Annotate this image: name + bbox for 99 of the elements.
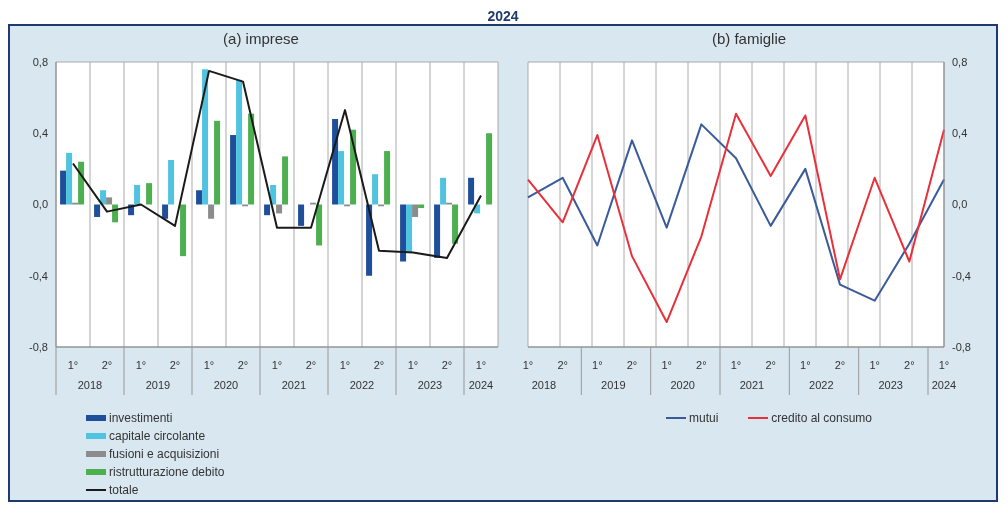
x-tick-label: 1° [339,359,351,371]
x-tick-label: 1° [730,359,742,371]
bar [248,113,255,205]
y-tick-label: 0,0 [32,198,48,211]
x-tick-label: 2° [834,359,846,371]
x-tick-label: 1° [67,359,79,371]
text: 2021 [739,379,765,391]
bar [230,135,237,205]
legend-label: totale [108,483,140,497]
bar [332,119,339,205]
text: 2024 [486,8,520,24]
bar [434,204,441,258]
text: 2024 [931,379,957,391]
bar [282,156,289,205]
bar [94,204,101,217]
x-tick-label: 1° [407,359,419,371]
text: 2020 [670,379,695,391]
legend-label: investimenti [108,411,174,425]
x-tick-label: 1° [938,359,950,371]
bar [412,204,419,217]
line-series [527,123,945,302]
text: 2020 [213,379,239,391]
text: 2023 [417,379,443,391]
text: 2022 [349,379,375,391]
legend-label: credito al consumo [770,411,873,425]
bar [214,120,221,205]
bar [146,183,153,205]
bar [406,204,413,253]
text: 2021 [281,379,307,391]
bar [78,161,85,205]
x-tick-label: 1° [869,359,880,371]
bar [366,204,373,276]
bar [208,204,215,219]
y-tick-label: -0,8 [29,340,48,353]
x-tick-label: 2° [169,359,181,371]
x-tick-label: 1° [135,359,147,371]
y-tick-label: 0,4 [32,127,48,140]
x-tick-label: 2° [305,359,317,371]
text: 0,4 [952,127,968,140]
bar [276,204,283,214]
bar [236,79,243,205]
x-tick-label: 1° [271,359,283,371]
x-tick-label: 1° [800,359,811,371]
x-tick-label: 2° [441,359,453,371]
text: 2018 [77,379,103,391]
chart-title: (a) imprese [222,30,300,49]
bar [316,204,323,246]
bar [400,204,407,262]
x-tick-label: 1° [661,359,672,371]
bar [66,152,73,205]
bar [264,204,271,216]
text: 2019 [145,379,171,391]
x-tick-label: 1° [592,359,603,371]
text: 0,8 [952,55,968,68]
y-tick-label: 0,8 [32,55,48,68]
line-series [527,112,945,324]
bar [60,170,67,205]
x-tick-label: 2° [765,359,776,371]
bar [202,69,209,205]
text: 2018 [531,379,557,391]
text: 2023 [878,379,903,391]
legend-label: capitale circolante [108,429,207,443]
bar [162,204,169,219]
legend-label: fusioni e acquisizioni [108,447,221,461]
text: -0,8 [952,340,971,353]
text: 2019 [601,379,626,391]
bar [440,177,447,205]
bar [100,190,107,205]
bar [338,151,345,205]
x-tick-label: 2° [904,359,915,371]
bar [384,151,391,205]
bar [452,204,459,244]
bar [486,133,493,205]
y-tick-label: -0,4 [29,269,48,282]
text: 0,0 [952,198,968,211]
bar [298,204,305,226]
bar [372,174,379,205]
chart-title: (b) famiglie [710,30,788,49]
x-tick-label: 2° [237,359,249,371]
x-tick-label: 2° [696,359,707,371]
x-tick-label: 2° [101,359,113,371]
legend-label: mutui [687,411,719,425]
line-series [72,69,482,259]
x-tick-label: 2° [557,359,568,371]
x-tick-label: 2° [626,359,638,371]
bar [168,159,175,205]
bar [468,177,475,205]
x-tick-label: 2° [373,359,385,371]
bar [134,184,141,205]
x-tick-label: 1° [475,359,487,371]
x-tick-label: 1° [522,359,534,371]
legend-label: ristrutturazione debito [108,465,226,479]
bar [106,197,113,205]
text: 2024 [468,379,494,391]
bar [180,204,187,257]
x-tick-label: 1° [203,359,215,371]
text: 2022 [809,379,834,391]
bar [196,190,203,205]
text: -0,4 [952,269,971,282]
